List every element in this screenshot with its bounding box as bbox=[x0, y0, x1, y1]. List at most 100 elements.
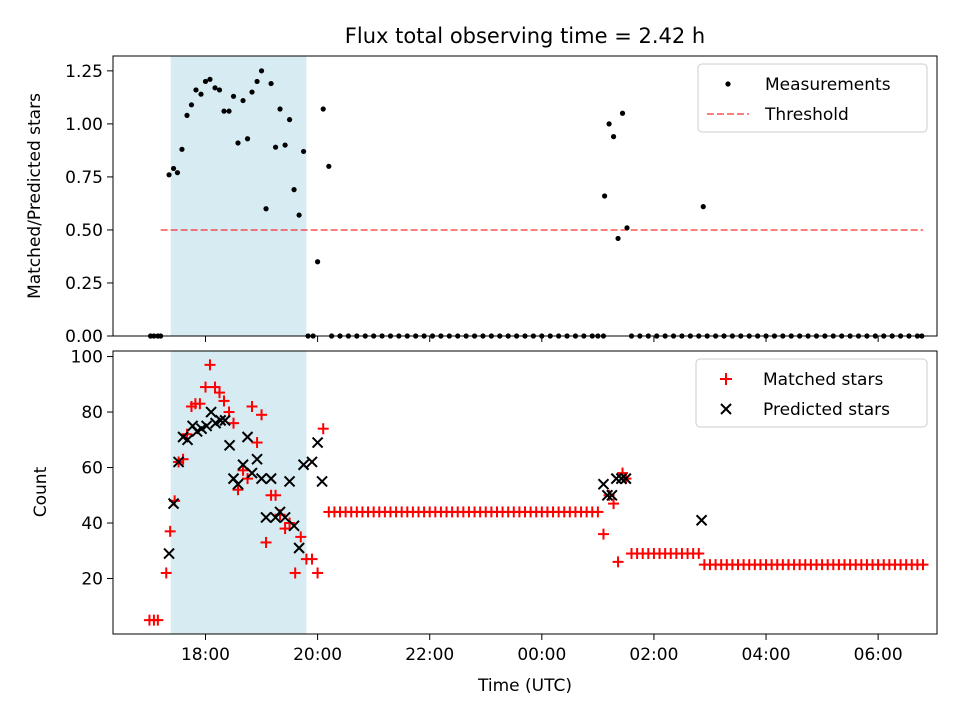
predicted-star-point bbox=[288, 520, 300, 532]
predicted-star-point bbox=[297, 459, 310, 471]
measurement-point bbox=[198, 91, 204, 97]
measurement-point bbox=[619, 110, 626, 116]
predicted-star-point bbox=[246, 467, 258, 479]
measurement-point bbox=[258, 68, 265, 74]
predicted-star-point bbox=[214, 414, 227, 427]
matched-star-point bbox=[312, 567, 324, 579]
bottom-y-axis-label: Count bbox=[31, 466, 51, 517]
top-axes-frame bbox=[112, 55, 938, 337]
x-axis-label: Time (UTC) bbox=[477, 676, 572, 696]
top-ytick-label: 0.00 bbox=[65, 327, 103, 347]
measurement-point bbox=[277, 106, 283, 112]
matched-star-point bbox=[218, 395, 230, 407]
top-xticks bbox=[204, 336, 879, 342]
matched-star-point bbox=[199, 381, 211, 393]
matched-star-point bbox=[289, 567, 301, 579]
matched-star-point bbox=[204, 359, 216, 371]
top-ytick-label: 0.50 bbox=[65, 221, 103, 241]
matched-star-point bbox=[317, 423, 329, 435]
bottom-xticks: 18:00 20:00 22:00 00:00 02:00 04:00 06:00 bbox=[181, 634, 903, 665]
measurement-point bbox=[286, 117, 293, 123]
predicted-star-point bbox=[200, 420, 213, 432]
top-y-axis-label: Matched/Predicted stars bbox=[25, 93, 45, 299]
top-legend-box bbox=[697, 63, 928, 133]
measurement-point bbox=[174, 170, 181, 176]
matched-star-point bbox=[152, 614, 164, 626]
measurement-point bbox=[244, 136, 251, 142]
measurement-point bbox=[240, 97, 246, 104]
matched-star-point bbox=[597, 528, 609, 540]
bottom-ytick-label: 60 bbox=[81, 459, 103, 479]
measurement-point bbox=[202, 78, 209, 85]
bottom-xtick-label: 02:00 bbox=[629, 645, 678, 665]
predicted-star-point bbox=[167, 497, 180, 510]
predicted-star-point bbox=[620, 472, 632, 485]
bottom-xtick-label: 06:00 bbox=[854, 645, 903, 665]
bottom-yticks: 20 40 60 80 100 bbox=[71, 348, 113, 590]
matched-star-point bbox=[160, 567, 172, 579]
top-shaded-span bbox=[170, 56, 307, 336]
measurement-point bbox=[216, 87, 223, 93]
bottom-xtick-label: 18:00 bbox=[181, 645, 230, 665]
measurement-point bbox=[221, 108, 227, 114]
matched-star-point bbox=[612, 556, 624, 568]
predicted-star-point bbox=[205, 406, 217, 418]
measurement-point bbox=[624, 225, 630, 231]
predicted-star-point bbox=[219, 414, 231, 427]
measurement-point bbox=[207, 76, 213, 82]
bottom-axes-frame bbox=[112, 350, 938, 635]
measurement-point bbox=[606, 121, 612, 127]
measurement-point bbox=[291, 187, 297, 193]
bottom-ytick-label: 100 bbox=[71, 348, 103, 368]
predicted-star-point bbox=[597, 478, 610, 490]
predicted-star-point bbox=[232, 478, 244, 490]
bottom-xtick-label: 20:00 bbox=[293, 645, 342, 665]
matched-star-point bbox=[177, 453, 189, 465]
matched-star-point bbox=[242, 473, 254, 485]
measurement-point bbox=[254, 78, 260, 85]
bottom-legend-box bbox=[695, 358, 928, 428]
predicted-star-point bbox=[601, 489, 614, 501]
matched-star-point bbox=[232, 484, 244, 496]
measurement-point bbox=[193, 87, 199, 93]
bottom-panel: 20 40 60 80 100 18:00 20:00 22:00 00:00 02:00 04:… bbox=[31, 348, 938, 696]
predicted-star-point bbox=[251, 453, 263, 465]
matched-star-point bbox=[237, 464, 249, 476]
predicted-star-point bbox=[255, 472, 268, 485]
bottom-xtick-label: 22:00 bbox=[405, 645, 454, 665]
predicted-star-point bbox=[237, 459, 249, 471]
measurement-point bbox=[314, 259, 321, 265]
predicted-star-point bbox=[311, 436, 324, 449]
predicted-star-point bbox=[181, 434, 194, 446]
measurement-point bbox=[615, 235, 621, 242]
chart-title: Flux total observing time = 2.42 h bbox=[345, 24, 705, 48]
predicted-star-point bbox=[615, 472, 628, 485]
measurement-point bbox=[184, 112, 190, 118]
measurement-point bbox=[249, 89, 255, 95]
matched-star-point bbox=[284, 517, 296, 529]
matched-star-point bbox=[608, 498, 620, 510]
legend-threshold-label: Threshold bbox=[764, 105, 849, 125]
bottom-xtick-label: 04:00 bbox=[742, 645, 791, 665]
measurement-point bbox=[179, 146, 185, 152]
predicted-star-point bbox=[260, 511, 272, 524]
measurement-point bbox=[320, 106, 326, 112]
predicted-star-point bbox=[610, 472, 623, 485]
predicted-star-point bbox=[265, 472, 277, 485]
measurement-point bbox=[188, 102, 195, 108]
matched-star-point bbox=[693, 548, 705, 560]
measurement-point bbox=[166, 172, 172, 178]
legend-matched-label: Matched stars bbox=[763, 370, 883, 390]
measurement-point bbox=[601, 193, 608, 199]
measurement-point bbox=[326, 163, 332, 169]
legend-measurements-marker bbox=[725, 81, 731, 87]
predicted-star-point bbox=[241, 431, 254, 443]
legend-matched-marker bbox=[720, 373, 732, 385]
top-ytick-label: 1.00 bbox=[65, 115, 103, 135]
matched-star-point bbox=[209, 381, 221, 393]
measurement-point bbox=[610, 134, 617, 140]
top-ytick-label: 0.75 bbox=[65, 168, 103, 188]
matched-star-point bbox=[256, 409, 268, 421]
bottom-ytick-label: 20 bbox=[81, 570, 103, 590]
